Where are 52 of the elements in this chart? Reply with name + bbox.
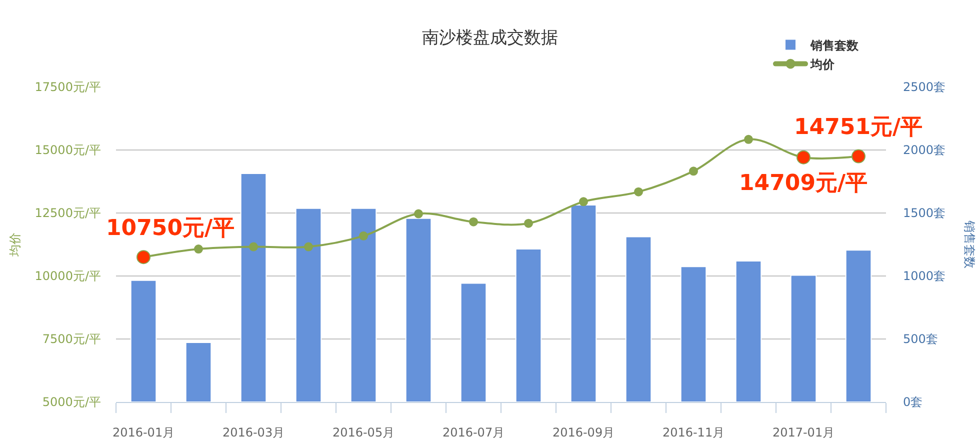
y2-axis-title: 销售套数 bbox=[962, 220, 976, 268]
x-tick-label: 2016-01月 bbox=[112, 425, 175, 440]
point bbox=[634, 187, 643, 196]
y-tick-label: 12500元/平 bbox=[34, 206, 101, 220]
x-tick-label: 2016-11月 bbox=[662, 425, 725, 440]
bar bbox=[515, 248, 542, 402]
bar bbox=[790, 274, 817, 402]
y-tick-label: 15000元/平 bbox=[34, 143, 101, 158]
bar bbox=[570, 204, 597, 402]
y-tick-label: 7500元/平 bbox=[42, 332, 101, 346]
annotation: 14751元/平 bbox=[794, 115, 923, 140]
bar bbox=[735, 260, 762, 402]
point bbox=[249, 242, 258, 252]
x-tick-label: 2016-09月 bbox=[552, 425, 615, 440]
point bbox=[689, 166, 698, 176]
y2-tick-label: 1500套 bbox=[903, 206, 946, 220]
bar bbox=[130, 280, 157, 402]
point bbox=[414, 209, 423, 218]
x-tick-label: 2016-03月 bbox=[222, 425, 285, 440]
point bbox=[744, 134, 753, 144]
bar bbox=[295, 208, 322, 402]
bar bbox=[240, 172, 267, 402]
y2-tick-label: 0套 bbox=[903, 395, 923, 410]
y-tick-label: 10000元/平 bbox=[34, 269, 101, 284]
y-tick-label: 5000元/平 bbox=[42, 395, 101, 410]
bar bbox=[185, 342, 212, 402]
bar bbox=[460, 282, 487, 402]
y2-tick-label: 2000套 bbox=[903, 143, 946, 158]
x-tick-label: 2016-07月 bbox=[442, 425, 505, 440]
point bbox=[524, 218, 533, 228]
bar bbox=[350, 208, 377, 402]
point bbox=[359, 231, 368, 240]
point bbox=[304, 242, 313, 252]
y2-tick-label: 500套 bbox=[903, 332, 938, 346]
x-tick-label: 2017-01月 bbox=[772, 425, 835, 440]
annotation: 10750元/平 bbox=[106, 216, 235, 241]
y2-tick-label: 2500套 bbox=[903, 80, 946, 94]
legend-label: 均价 bbox=[810, 57, 836, 72]
bar bbox=[405, 218, 432, 402]
bar bbox=[625, 236, 652, 402]
y-axis-title: 均价 bbox=[8, 232, 22, 258]
point bbox=[194, 244, 203, 254]
y2-tick-label: 1000套 bbox=[903, 269, 946, 284]
annotation: 14709元/平 bbox=[739, 171, 868, 196]
x-tick-label: 2016-05月 bbox=[332, 425, 395, 440]
chart-title: 南沙楼盘成交数据 bbox=[422, 28, 558, 48]
bar bbox=[680, 266, 707, 402]
point bbox=[579, 197, 588, 206]
bar bbox=[845, 250, 872, 402]
point bbox=[469, 217, 478, 226]
y-tick-label: 17500元/平 bbox=[34, 80, 101, 94]
legend-label: 销售套数 bbox=[810, 38, 860, 52]
